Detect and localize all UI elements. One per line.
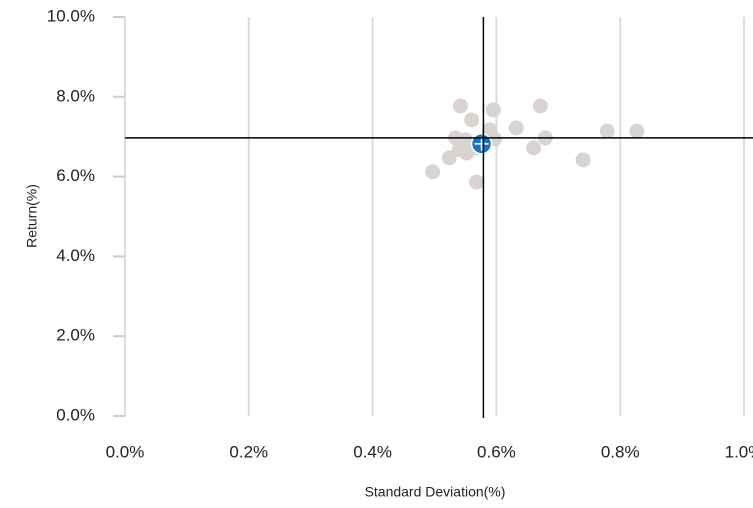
y-axis-title: Return(%)	[24, 184, 40, 248]
x-tick-label: 1.0%	[725, 442, 753, 461]
y-tick-label: 2.0%	[56, 326, 95, 345]
point	[629, 123, 645, 139]
point	[575, 152, 591, 168]
point	[482, 122, 498, 138]
y-tick-label: 8.0%	[56, 86, 95, 105]
point	[425, 164, 441, 180]
x-tick-label: 0.8%	[601, 442, 640, 461]
point	[508, 120, 524, 136]
x-tick-label: 0.0%	[106, 442, 145, 461]
point	[469, 174, 485, 190]
y-tick-label: 10.0%	[47, 6, 95, 25]
point	[464, 112, 480, 128]
y-tick-label: 6.0%	[56, 166, 95, 185]
x-axis-title: Standard Deviation(%)	[365, 484, 506, 500]
point	[599, 123, 615, 139]
point	[485, 102, 501, 118]
y-tick-label: 0.0%	[56, 405, 95, 424]
point	[532, 98, 548, 114]
point	[451, 142, 467, 158]
point	[526, 140, 542, 156]
x-tick-label: 0.4%	[353, 442, 392, 461]
x-tick-label: 0.6%	[477, 442, 516, 461]
point	[452, 98, 468, 114]
x-tick-label: 0.2%	[229, 442, 268, 461]
y-tick-label: 4.0%	[56, 246, 95, 265]
